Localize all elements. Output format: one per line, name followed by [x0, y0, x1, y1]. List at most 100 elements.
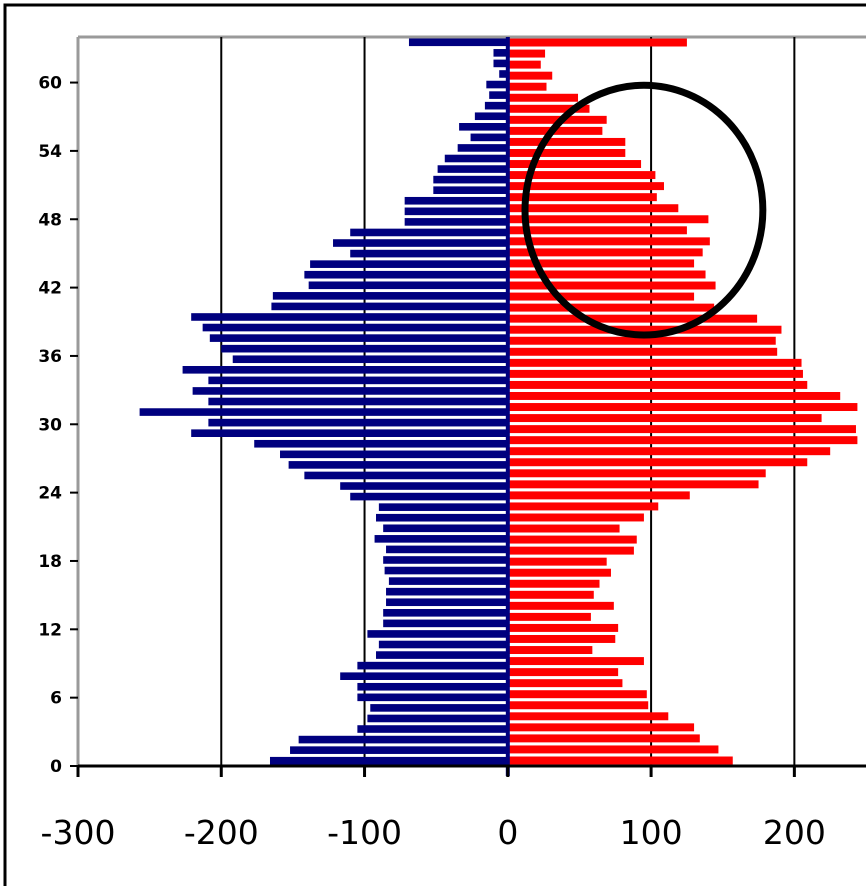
bar [507, 568, 611, 577]
bar [507, 292, 695, 301]
bar [484, 101, 508, 110]
bar [269, 756, 508, 765]
bar [288, 461, 508, 469]
bar [191, 429, 508, 437]
bar [383, 524, 508, 533]
x-axis-tick-labels: -300 -200 -100 0 100 200 [41, 813, 826, 852]
y-tick-label: 6 [50, 689, 62, 709]
bar [507, 71, 553, 80]
bar [507, 469, 766, 478]
bar [507, 325, 782, 334]
bar [507, 690, 647, 699]
bar [202, 323, 508, 332]
bar [507, 524, 620, 533]
x-tick-label: 0 [497, 813, 518, 852]
y-tick-label: 42 [38, 279, 62, 299]
bar [254, 439, 508, 448]
bar [298, 735, 508, 744]
bar [507, 392, 841, 400]
bar [507, 557, 607, 566]
bar [499, 70, 508, 78]
bar [507, 590, 594, 599]
bar [493, 49, 508, 57]
bar [383, 609, 508, 617]
bar [507, 723, 695, 732]
bar [290, 746, 508, 754]
bar [376, 513, 508, 522]
bar [272, 292, 508, 300]
bar [437, 165, 508, 173]
bar [507, 546, 634, 555]
bar [489, 91, 508, 99]
bar [507, 646, 593, 654]
bar [507, 701, 649, 710]
bar [304, 270, 508, 279]
bar [507, 49, 546, 58]
bar [507, 436, 858, 445]
bar [507, 314, 758, 323]
y-tick-label: 0 [50, 757, 62, 777]
bar [507, 491, 690, 500]
bar [182, 366, 508, 374]
bar [507, 104, 590, 113]
bar [507, 303, 715, 312]
bar [191, 313, 508, 321]
bar [470, 133, 508, 142]
bar [367, 714, 508, 723]
bar [507, 502, 659, 511]
bar [444, 154, 508, 163]
bar [208, 376, 508, 385]
bar [208, 397, 508, 406]
bar [507, 414, 822, 423]
bar [507, 679, 623, 688]
x-tick-label: -200 [184, 813, 259, 852]
bar [507, 182, 664, 191]
bar [507, 535, 637, 544]
bar [221, 344, 508, 353]
bar [507, 259, 695, 268]
bar [507, 160, 642, 168]
y-tick-label: 54 [38, 142, 62, 162]
bar [280, 450, 508, 459]
bar [507, 60, 541, 69]
bar [374, 535, 508, 543]
x-tick-label: -100 [327, 813, 402, 852]
bar [507, 458, 808, 467]
bar [139, 408, 508, 416]
bar [350, 228, 508, 237]
bar [308, 281, 508, 290]
bar [507, 734, 700, 743]
series-red-bars [507, 38, 858, 765]
bar [304, 471, 508, 480]
bar [507, 270, 706, 279]
bar [384, 566, 508, 575]
bar [507, 248, 703, 257]
bar [507, 745, 719, 754]
bar [433, 175, 508, 184]
bar [271, 302, 508, 311]
bar [208, 418, 508, 427]
x-tick-label: -300 [41, 813, 116, 852]
bar [232, 355, 508, 364]
bar [474, 112, 508, 121]
y-tick-label: 30 [38, 415, 62, 435]
bar [507, 756, 733, 765]
bar [507, 447, 831, 456]
bar [507, 38, 687, 47]
bar [507, 612, 591, 621]
bar [507, 668, 619, 677]
bar [376, 651, 508, 659]
y-tick-label: 12 [38, 620, 62, 640]
bar [378, 640, 508, 649]
bar [507, 171, 656, 180]
bar [507, 149, 626, 157]
bar [507, 204, 679, 213]
bar [357, 693, 508, 702]
bar [433, 186, 508, 194]
bar [357, 682, 508, 691]
bar [507, 657, 644, 666]
bar [340, 672, 508, 680]
bar [357, 725, 508, 733]
bar [310, 260, 508, 268]
